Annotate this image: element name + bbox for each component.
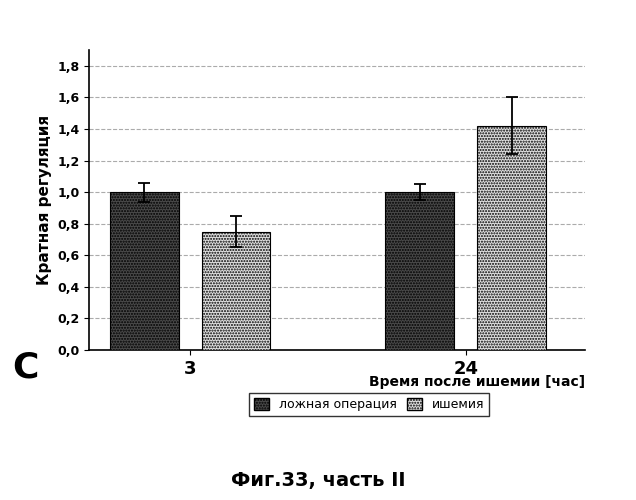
Text: C: C [13, 350, 39, 384]
Bar [385, 192, 454, 350]
Bar [477, 126, 546, 350]
Bar [110, 192, 179, 350]
Y-axis label: Кратная регуляция: Кратная регуляция [36, 115, 52, 285]
Text: Фиг.33, часть II: Фиг.33, часть II [231, 471, 405, 490]
Text: Время после ишемии [час]: Время после ишемии [час] [369, 375, 585, 389]
Legend: ложная операция, ишемия: ложная операция, ишемия [249, 393, 489, 416]
Bar [202, 232, 270, 350]
